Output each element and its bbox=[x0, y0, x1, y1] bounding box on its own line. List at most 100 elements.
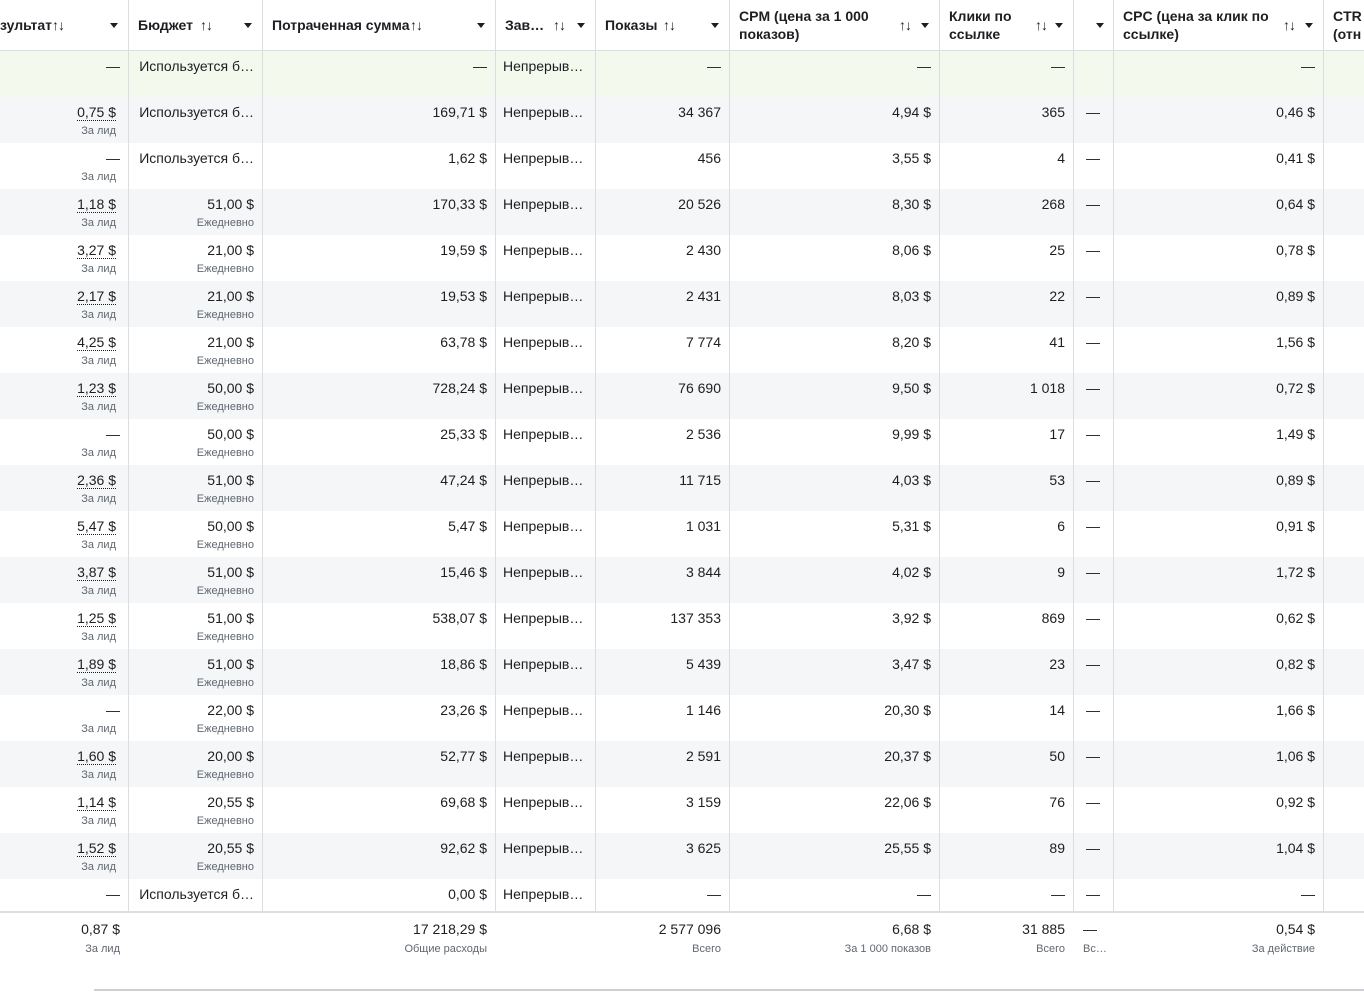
cell-budget[interactable]: 20,55 $ Ежедневно bbox=[128, 833, 262, 879]
cell-budget[interactable]: 51,00 $ Ежедневно bbox=[128, 557, 262, 603]
table-row[interactable]: 4,25 $ За лид 21,00 $ Ежедневно 63,78 $ Непре… bbox=[0, 327, 1364, 373]
result-value[interactable]: 1,23 $ bbox=[77, 380, 116, 397]
cell-end[interactable]: Непрерыв… bbox=[495, 511, 595, 557]
sort-icon[interactable]: ↑↓ bbox=[52, 17, 65, 33]
cell-end[interactable]: Непрерыв… bbox=[495, 97, 595, 143]
cell-end[interactable]: Непрерыв… bbox=[495, 557, 595, 603]
result-value[interactable]: 1,52 $ bbox=[77, 840, 116, 857]
cell-end[interactable]: Непрерыв… bbox=[495, 649, 595, 695]
cell-end[interactable]: Непрерыв… bbox=[495, 235, 595, 281]
cell-end[interactable]: Непрерыв… bbox=[495, 465, 595, 511]
sort-icon[interactable]: ↑↓ bbox=[1035, 17, 1048, 33]
cell-end[interactable]: Непрерыв… bbox=[495, 281, 595, 327]
cell-budget[interactable]: 20,00 $ Ежедневно bbox=[128, 741, 262, 787]
sort-icon[interactable]: ↑↓ bbox=[553, 17, 566, 33]
cell-value: 0,00 $ bbox=[448, 886, 487, 902]
cell-budget[interactable]: 51,00 $ Ежедневно bbox=[128, 465, 262, 511]
table-row[interactable]: 1,25 $ За лид 51,00 $ Ежедневно 538,07 $ Непр… bbox=[0, 603, 1364, 649]
chevron-down-icon[interactable] bbox=[921, 0, 929, 50]
table-row[interactable]: — За лид 50,00 $ Ежедневно 25,33 $ Непрерыв… 2… bbox=[0, 419, 1364, 465]
cell-end[interactable]: Непрерыв… bbox=[495, 51, 595, 97]
result-value[interactable]: 3,27 $ bbox=[77, 242, 116, 259]
column-header-end[interactable]: Зав… ↑↓ bbox=[495, 0, 595, 50]
column-header-result[interactable]: зультат ↑↓ bbox=[0, 0, 128, 50]
result-value[interactable]: 1,25 $ bbox=[77, 610, 116, 627]
table-row[interactable]: 3,27 $ За лид 21,00 $ Ежедневно 19,59 $ Непре… bbox=[0, 235, 1364, 281]
chevron-down-icon[interactable] bbox=[711, 0, 719, 50]
result-value[interactable]: 5,47 $ bbox=[77, 518, 116, 535]
cell-budget[interactable]: 50,00 $ Ежедневно bbox=[128, 419, 262, 465]
chevron-down-icon[interactable] bbox=[1096, 0, 1104, 50]
result-value[interactable]: 1,89 $ bbox=[77, 656, 116, 673]
result-value[interactable]: 3,87 $ bbox=[77, 564, 116, 581]
table-row[interactable]: 0,75 $ За лид Используется б… 169,71 $ Непре… bbox=[0, 97, 1364, 143]
cell-end[interactable]: Непрерыв… bbox=[495, 603, 595, 649]
cell-end[interactable]: Непрерыв… bbox=[495, 833, 595, 879]
table-row[interactable]: 1,23 $ За лид 50,00 $ Ежедневно 728,24 $ Непр… bbox=[0, 373, 1364, 419]
result-value[interactable]: 2,17 $ bbox=[77, 288, 116, 305]
table-row[interactable]: — Используется б… — Непрерыв… — — — — bbox=[0, 51, 1364, 97]
cell-end[interactable]: Непрерыв… bbox=[495, 143, 595, 189]
table-row[interactable]: 3,87 $ За лид 51,00 $ Ежедневно 15,46 $ Непре… bbox=[0, 557, 1364, 603]
table-row[interactable]: 1,14 $ За лид 20,55 $ Ежедневно 69,68 $ Непре… bbox=[0, 787, 1364, 833]
chevron-down-icon[interactable] bbox=[244, 0, 252, 50]
chevron-down-icon[interactable] bbox=[110, 0, 118, 50]
result-value[interactable]: 4,25 $ bbox=[77, 334, 116, 351]
horizontal-scrollbar[interactable] bbox=[94, 989, 1364, 991]
cell-budget[interactable]: 51,00 $ Ежедневно bbox=[128, 189, 262, 235]
cell-end[interactable]: Непрерыв… bbox=[495, 327, 595, 373]
column-header-impr[interactable]: Показы ↑↓ bbox=[595, 0, 729, 50]
sort-icon[interactable]: ↑↓ bbox=[1283, 17, 1296, 33]
sort-icon[interactable]: ↑↓ bbox=[410, 17, 423, 33]
result-value[interactable]: 1,60 $ bbox=[77, 748, 116, 765]
cell-end[interactable]: Непрерыв… bbox=[495, 787, 595, 833]
sort-icon[interactable]: ↑↓ bbox=[899, 17, 912, 33]
table-row[interactable]: 2,17 $ За лид 21,00 $ Ежедневно 19,53 $ Непре… bbox=[0, 281, 1364, 327]
result-value[interactable]: 0,75 $ bbox=[77, 104, 116, 121]
cell-budget[interactable]: Используется б… bbox=[128, 97, 262, 143]
chevron-down-icon[interactable] bbox=[577, 0, 585, 50]
column-header-clicks[interactable]: Клики по ссылке ↑↓ bbox=[939, 0, 1073, 50]
table-row[interactable]: — За лид 22,00 $ Ежедневно 23,26 $ Непрерыв… 1… bbox=[0, 695, 1364, 741]
table-row[interactable]: 1,18 $ За лид 51,00 $ Ежедневно 170,33 $ Непр… bbox=[0, 189, 1364, 235]
chevron-down-icon[interactable] bbox=[1305, 0, 1313, 50]
cell-budget[interactable]: 21,00 $ Ежедневно bbox=[128, 281, 262, 327]
column-header-cpm[interactable]: CPM (цена за 1 000 показов) ↑↓ bbox=[729, 0, 939, 50]
column-header-cpc[interactable]: CPC (цена за клик по ссылке) ↑↓ bbox=[1113, 0, 1323, 50]
table-row[interactable]: 2,36 $ За лид 51,00 $ Ежедневно 47,24 $ Непре… bbox=[0, 465, 1364, 511]
cell-budget[interactable]: 51,00 $ Ежедневно bbox=[128, 603, 262, 649]
result-value[interactable]: 1,18 $ bbox=[77, 196, 116, 213]
column-header-ctr[interactable]: CTR (отн bbox=[1323, 0, 1364, 50]
cell-budget[interactable]: Используется б… bbox=[128, 143, 262, 189]
table-row[interactable]: 5,47 $ За лид 50,00 $ Ежедневно 5,47 $ Непрер… bbox=[0, 511, 1364, 557]
cell-budget[interactable]: 51,00 $ Ежедневно bbox=[128, 649, 262, 695]
cell-budget[interactable]: 22,00 $ Ежедневно bbox=[128, 695, 262, 741]
cell-end[interactable]: Непрерыв… bbox=[495, 373, 595, 419]
column-header-empty[interactable] bbox=[1073, 0, 1113, 50]
cell-end[interactable]: Непрерыв… bbox=[495, 189, 595, 235]
cell-end[interactable]: Непрерыв… bbox=[495, 419, 595, 465]
cell-end[interactable]: Непрерыв… bbox=[495, 695, 595, 741]
table-row[interactable]: 1,89 $ За лид 51,00 $ Ежедневно 18,86 $ Непре… bbox=[0, 649, 1364, 695]
cell-budget[interactable]: 20,55 $ Ежедневно bbox=[128, 787, 262, 833]
cell-budget[interactable]: 50,00 $ Ежедневно bbox=[128, 511, 262, 557]
cell-budget[interactable]: 21,00 $ Ежедневно bbox=[128, 327, 262, 373]
sort-icon[interactable]: ↑↓ bbox=[663, 17, 676, 33]
cell-budget[interactable]: 50,00 $ Ежедневно bbox=[128, 373, 262, 419]
cell-budget[interactable]: Используется б… bbox=[128, 51, 262, 97]
table-row[interactable]: 1,60 $ За лид 20,00 $ Ежедневно 52,77 $ Непре… bbox=[0, 741, 1364, 787]
cell-end[interactable]: Непрерыв… bbox=[495, 741, 595, 787]
result-value[interactable]: 2,36 $ bbox=[77, 472, 116, 489]
chevron-down-icon[interactable] bbox=[1055, 0, 1063, 50]
chevron-down-icon[interactable] bbox=[477, 0, 485, 50]
table-row[interactable]: — За лид Используется б… 1,62 $ Непрерыв… 456… bbox=[0, 143, 1364, 189]
column-header-budget[interactable]: Бюджет ↑↓ bbox=[128, 0, 262, 50]
result-value[interactable]: 1,14 $ bbox=[77, 794, 116, 811]
table-row[interactable]: 1,52 $ За лид 20,55 $ Ежедневно 92,62 $ Непре… bbox=[0, 833, 1364, 879]
table-row[interactable]: — Используется б… 0,00 $ Непрерыв… — — — — — bbox=[0, 879, 1364, 925]
sort-icon[interactable]: ↑↓ bbox=[200, 17, 213, 33]
cell-end[interactable]: Непрерыв… bbox=[495, 879, 595, 925]
column-header-spent[interactable]: Потраченная сумма ↑↓ bbox=[262, 0, 495, 50]
cell-budget[interactable]: 21,00 $ Ежедневно bbox=[128, 235, 262, 281]
cell-budget[interactable]: Используется б… bbox=[128, 879, 262, 925]
